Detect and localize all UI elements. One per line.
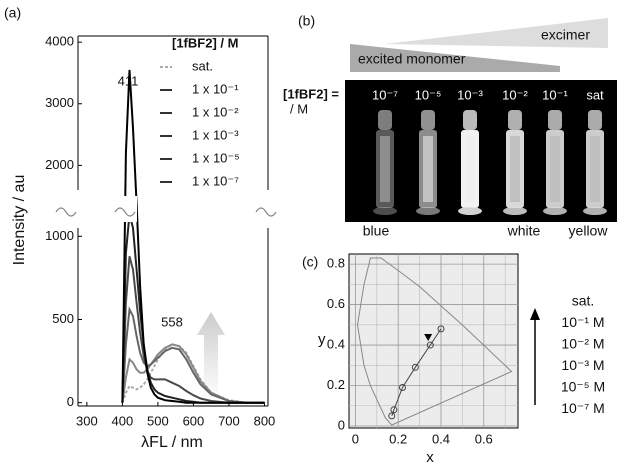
x-tick-label: 0.2 [389,431,407,446]
vial-base [373,207,397,215]
vial-body [376,130,394,208]
y-axis-label: y [318,331,326,348]
x-tick-label: 500 [147,413,169,428]
y-tick-label: 2000 [45,157,74,172]
cie-locus [356,257,513,426]
legend-label: 10⁻⁵ M [561,379,605,395]
annotation: 411 [118,73,139,88]
axis-break [255,207,277,217]
conc-label: [1fBF2] = [283,86,339,101]
legend-label: 1 x 10⁻² [192,104,239,119]
point [424,333,433,341]
legend-label: sat. [572,293,595,309]
axis-break [114,207,136,217]
point [390,406,398,414]
x-tick-label: 0 [352,431,359,446]
panel-label: (b) [298,13,315,29]
y-tick-label: 3000 [45,95,74,110]
spectrum-line [121,306,265,404]
x-tick-label: 0.6 [475,431,493,446]
legend-label: 10⁻¹ M [561,314,604,330]
annotation: 558 [161,314,183,329]
vial-base [416,207,440,215]
vial-cap [588,110,602,130]
legend-label: 10⁻³ M [561,357,604,373]
photo [345,80,617,222]
legend-title: [1fBF2] / M [172,35,238,50]
y-tick-label: 0 [338,417,345,432]
vial-cap [548,110,562,130]
x-tick-label: 600 [183,413,205,428]
trend-arrow [197,312,225,400]
legend-arrowhead [530,308,540,320]
y-tick-label: 0.4 [327,336,345,351]
x-axis-label: x [426,449,434,464]
point [411,363,419,371]
y-tick-label: 4000 [45,34,74,49]
y-tick-label: 1000 [45,228,74,243]
vial-core [510,136,520,202]
y-tick-label: 0.8 [327,256,345,271]
color-label: white [507,223,541,239]
legend-label: 10⁻⁷ M [561,400,605,416]
color-label: blue [363,223,390,239]
monomer-wedge [350,44,560,72]
vial-base [583,207,607,215]
vial-core [380,136,390,202]
spectrum-line [121,69,265,404]
vial-label: 10⁻² [502,87,528,102]
y-tick-label: 0.6 [327,296,345,311]
legend-label: 1 x 10⁻³ [192,127,239,142]
vial-cap [378,110,392,130]
vial-core [550,136,560,202]
vial-cap [463,110,477,130]
axis-break [55,207,77,217]
x-tick-label: 400 [112,413,134,428]
vial-core [465,136,475,202]
x-tick-label: 0.4 [432,431,450,446]
spectrum-line [121,343,265,404]
vial-core [423,136,433,202]
vial-cap [508,110,522,130]
y-tick-label: 0.2 [327,377,345,392]
legend-label: 1 x 10⁻¹ [192,81,239,96]
x-tick-label: 800 [254,413,276,428]
point [388,412,396,420]
vial-base [543,207,567,215]
vial-cap [421,110,435,130]
y-axis-label: Intensity / au [11,175,28,266]
legend-label: sat. [192,58,213,73]
excimer-wedge [385,18,608,48]
y-tick-label: 0 [67,394,74,409]
wedge-label: excited monomer [358,51,466,67]
x-axis-label: λFL / nm [141,434,203,451]
legend-label: 1 x 10⁻⁵ [192,150,240,165]
vial-label: 10⁻⁵ [415,87,442,102]
y-tick-label: 500 [52,311,74,326]
spectrum-line [121,256,265,404]
legend-label: 10⁻² M [561,336,604,352]
vial-core [590,136,600,202]
vial-base [503,207,527,215]
vial-label: 10⁻³ [457,87,483,102]
vials: 10⁻⁷ 10⁻⁵ 10⁻³ 10⁻² 10⁻¹ sat [372,87,607,215]
conc-unit: / M [290,101,308,116]
x-tick-label: 300 [76,413,98,428]
vial-label: sat [586,87,604,102]
legend-label: 1 x 10⁻⁷ [192,173,239,188]
x-tick-label: 700 [218,413,240,428]
vial-label: 10⁻⁷ [372,87,398,102]
point [426,341,434,349]
point [398,384,406,392]
wedge-label: excimer [541,27,590,43]
color-label: yellow [569,223,609,239]
vial-base [458,207,482,215]
point [437,325,445,333]
panel-label: (c) [302,254,318,270]
panel-label: (a) [4,5,21,21]
vial-label: 10⁻¹ [542,87,568,102]
